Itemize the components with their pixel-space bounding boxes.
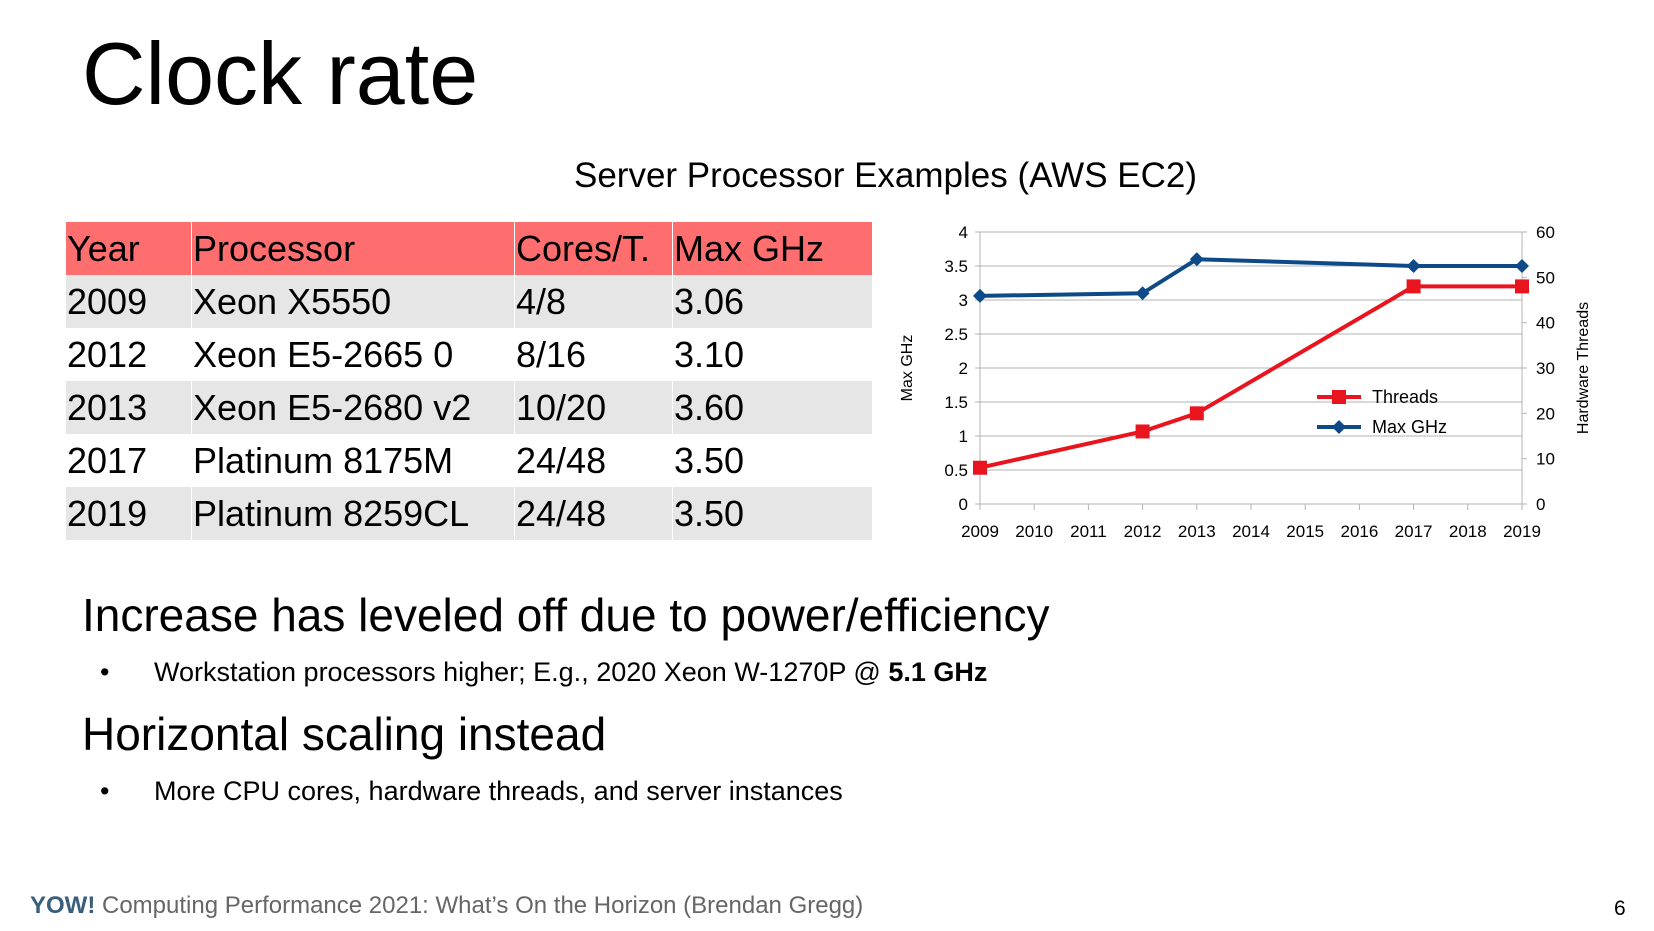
x-tick-label: 2014 [1232, 522, 1270, 541]
data-point-threads [973, 460, 987, 475]
y2-tick-label: 40 [1536, 314, 1555, 333]
cell-processor: Xeon X5550 [191, 275, 515, 328]
cell-processor: Platinum 8259CL [191, 487, 515, 540]
data-point-max-ghz [1135, 286, 1150, 301]
table-header-row: Year Processor Cores/T. Max GHz [66, 222, 873, 275]
x-tick-label: 2019 [1503, 522, 1541, 541]
header-max-ghz: Max GHz [672, 222, 873, 275]
x-tick-label: 2012 [1124, 522, 1162, 541]
cell-year: 2009 [66, 275, 192, 328]
sub-bullet-text: Workstation processors higher; E.g., 202… [154, 657, 889, 687]
y-tick-label: 0.5 [944, 461, 968, 480]
y-axis-label: Max GHz [899, 335, 916, 402]
footer-text: Computing Performance 2021: What’s On th… [95, 892, 864, 919]
table-row: 2019 Platinum 8259CL 24/48 3.50 [66, 487, 873, 540]
x-tick-label: 2017 [1395, 522, 1433, 541]
bullet-heading-leveled-off: Increase has leveled off due to power/ef… [82, 589, 1050, 641]
table-row: 2017 Platinum 8175M 24/48 3.50 [66, 434, 873, 487]
x-tick-label: 2009 [961, 522, 999, 541]
y2-tick-label: 60 [1536, 223, 1555, 242]
cell-cores-threads: 24/48 [514, 487, 673, 540]
header-cores-threads: Cores/T. [514, 222, 673, 275]
cell-cores-threads: 10/20 [514, 381, 673, 434]
cell-cores-threads: 4/8 [514, 275, 673, 328]
data-point-max-ghz [1515, 259, 1529, 273]
header-year: Year [66, 222, 192, 275]
cell-cores-threads: 8/16 [514, 328, 673, 381]
footer-brand: YOW! [30, 892, 96, 919]
cell-year: 2013 [66, 381, 192, 434]
y2-tick-label: 30 [1536, 359, 1555, 378]
sub-bullet-workstation: • Workstation processors higher; E.g., 20… [100, 659, 987, 686]
page-number: 6 [1614, 897, 1626, 920]
x-tick-label: 2015 [1286, 522, 1324, 541]
header-processor: Processor [191, 222, 515, 275]
legend-marker-max-ghz [1332, 420, 1346, 434]
y-tick-label: 1.5 [944, 393, 968, 412]
x-tick-label: 2011 [1070, 522, 1107, 541]
table-row: 2012 Xeon E5-2665 0 8/16 3.10 [66, 328, 873, 381]
x-tick-label: 2010 [1015, 522, 1053, 541]
series-line-max-ghz [979, 257, 1522, 298]
y-tick-label: 3.5 [944, 257, 968, 276]
y-tick-label: 0 [959, 495, 968, 514]
cell-max-ghz: 3.06 [672, 275, 873, 328]
chart-subtitle: Server Processor Examples (AWS EC2) [574, 156, 1198, 195]
y2-tick-label: 0 [1536, 495, 1545, 514]
cell-processor: Xeon E5-2665 0 [191, 328, 515, 381]
series-line-threads [979, 284, 1522, 470]
bullet-heading-horizontal-scaling: Horizontal scaling instead [82, 708, 607, 760]
y-tick-label: 2.5 [944, 325, 968, 344]
y2-tick-label: 20 [1536, 404, 1555, 423]
slide-title: Clock rate [82, 24, 479, 123]
cell-max-ghz: 3.10 [672, 328, 873, 381]
data-point-threads [1135, 424, 1150, 439]
y-tick-label: 4 [959, 223, 968, 242]
y2-axis-label: Hardware Threads [1575, 302, 1592, 434]
y2-tick-label: 50 [1536, 268, 1555, 287]
table-row: 2013 Xeon E5-2680 v2 10/20 3.60 [66, 381, 873, 434]
bullet-dot: • [100, 776, 110, 806]
sub-bullet-text: More CPU cores, hardware threads, and se… [154, 776, 843, 806]
x-tick-label: 2013 [1178, 522, 1216, 541]
cell-year: 2019 [66, 487, 192, 540]
sub-bullet-bold-ghz: 5.1 GHz [888, 657, 988, 687]
cell-max-ghz: 3.60 [672, 381, 873, 434]
data-point-threads [1515, 279, 1529, 294]
bullet-dot: • [100, 657, 110, 687]
cell-cores-threads: 24/48 [514, 434, 673, 487]
data-point-threads [1189, 406, 1204, 421]
y-tick-label: 2 [959, 359, 968, 378]
data-point-max-ghz [1406, 259, 1421, 273]
x-tick-label: 2016 [1340, 522, 1378, 541]
legend-label: Max GHz [1372, 417, 1447, 437]
data-point-threads [1406, 279, 1421, 294]
y2-tick-label: 10 [1536, 450, 1555, 469]
y-tick-label: 3 [959, 291, 968, 310]
cell-year: 2017 [66, 434, 192, 487]
data-point-max-ghz [973, 288, 987, 303]
sub-bullet-more-cpu: • More CPU cores, hardware threads, and s… [100, 778, 843, 805]
x-tick-label: 2018 [1449, 522, 1487, 541]
processor-table: Year Processor Cores/T. Max GHz 2009 Xeo… [66, 222, 873, 540]
legend-marker-threads [1332, 390, 1346, 404]
footer: YOW! Computing Performance 2021: What’s … [30, 892, 863, 920]
y-tick-label: 1 [959, 427, 968, 446]
cell-processor: Platinum 8175M [191, 434, 515, 487]
cell-max-ghz: 3.50 [672, 487, 873, 540]
cell-max-ghz: 3.50 [672, 434, 873, 487]
table-row: 2009 Xeon X5550 4/8 3.06 [66, 275, 873, 328]
cell-processor: Xeon E5-2680 v2 [191, 381, 515, 434]
data-point-max-ghz [1189, 252, 1204, 267]
cell-year: 2012 [66, 328, 192, 381]
legend-label: Threads [1372, 387, 1438, 407]
